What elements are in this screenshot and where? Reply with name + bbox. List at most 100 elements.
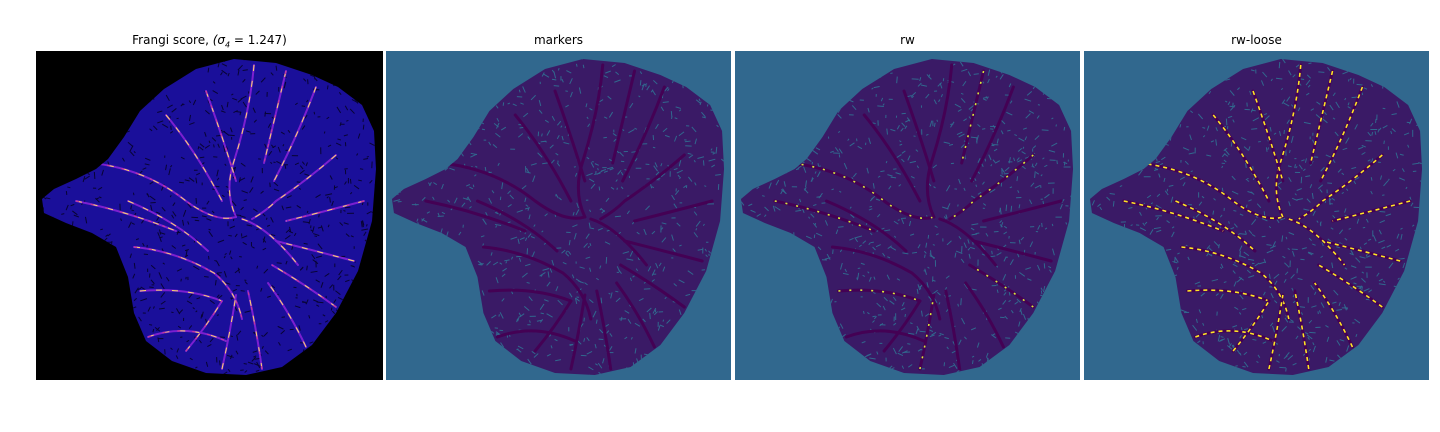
vessel: [982, 199, 1063, 223]
vessel: [1193, 329, 1275, 343]
vessel-highlight: [251, 154, 337, 220]
vessel: [495, 329, 577, 343]
vessel-highlight: [1187, 289, 1270, 302]
vessel: [862, 113, 922, 203]
vessel-highlight: [221, 294, 237, 370]
vessel: [1267, 293, 1285, 371]
vessel: [619, 263, 686, 309]
vessel: [513, 113, 573, 203]
vessel: [611, 69, 637, 165]
vessel: [633, 199, 714, 223]
vessel-highlight: [1252, 90, 1284, 182]
vessel-group: [75, 64, 365, 370]
vessel-highlight: [1275, 64, 1302, 218]
markers-svg: [386, 51, 731, 380]
vessel-highlight: [1123, 200, 1224, 232]
vessel: [964, 281, 1005, 349]
tissue-region: [1089, 59, 1423, 375]
vessel: [960, 69, 986, 165]
vessel-highlight: [91, 162, 237, 219]
vessel: [972, 239, 1053, 263]
vessel: [595, 289, 613, 371]
vessel-highlight: [1294, 290, 1310, 370]
vessel-highlight: [1232, 300, 1270, 352]
tissue-region: [391, 59, 725, 375]
rw-loose-svg: [1084, 51, 1429, 380]
vessel: [599, 153, 686, 221]
vessel-highlight: [75, 200, 177, 232]
vessel-highlight: [127, 200, 209, 252]
vessel: [285, 200, 365, 222]
vessel-group: [1122, 63, 1412, 371]
vessel-highlight: [1322, 240, 1401, 262]
vessel: [925, 63, 954, 219]
tissue-region: [42, 59, 376, 375]
vessel-highlight: [1175, 200, 1256, 252]
vessel-highlight: [1139, 162, 1284, 220]
vessel-highlight: [1288, 218, 1346, 266]
vessel-midtone: [185, 300, 223, 352]
vessel: [247, 290, 263, 370]
vessel: [773, 199, 876, 233]
vessel: [589, 217, 648, 267]
panel-title-prefix: Frangi score,: [132, 33, 213, 47]
vessel: [968, 263, 1035, 309]
vessel: [553, 89, 587, 183]
vessel: [487, 288, 573, 303]
rw-image: [735, 51, 1080, 380]
vessel: [569, 293, 587, 371]
vessel-highlight: [1298, 154, 1383, 220]
rw-loose-image: [1084, 51, 1429, 380]
vessel: [789, 161, 936, 220]
vessel: [918, 293, 936, 371]
tissue-region: [740, 59, 1074, 375]
vessel-midtone: [133, 246, 243, 320]
vessel-highlight: [241, 218, 299, 266]
vessel: [424, 199, 527, 233]
vessel: [147, 329, 227, 342]
vessel: [844, 329, 926, 343]
vessel-highlight: [263, 70, 287, 164]
vessel-highlight: [1309, 70, 1334, 164]
vessel: [944, 289, 962, 371]
vessel: [475, 199, 559, 253]
vessel: [623, 239, 704, 263]
vessel-highlight: [273, 86, 317, 182]
vessel: [938, 217, 997, 267]
vessel-highlight: [205, 90, 237, 182]
panel-title-frangi: Frangi score, (σ4 = 1.247): [36, 33, 383, 49]
panel-title-math: (σ: [212, 33, 226, 47]
vessel: [836, 288, 922, 303]
vessel-highlight: [1332, 200, 1411, 222]
panel-title-rw: rw: [900, 33, 915, 47]
panel-title-subscript: 4: [225, 40, 231, 50]
panel-title-suffix: = 1.247): [230, 33, 287, 47]
vessel-highlight: [267, 282, 307, 348]
vessel: [621, 85, 666, 183]
panel-title-rw-loose: rw-loose: [1231, 33, 1282, 47]
vessel-group: [424, 63, 714, 371]
vessel-group: [773, 63, 1063, 371]
rw-svg: [735, 51, 1080, 380]
vessel: [139, 289, 223, 302]
vessel-highlight: [165, 114, 223, 202]
vessel: [275, 240, 355, 262]
vessel-highlight: [1212, 114, 1270, 202]
vessel: [576, 63, 605, 219]
vessel-highlight: [271, 264, 337, 308]
frangi-score-svg: [36, 51, 383, 380]
vessel: [1317, 263, 1384, 309]
markers-image: [386, 51, 731, 380]
vessel: [970, 85, 1015, 183]
vessel: [824, 199, 908, 253]
vessel: [440, 161, 587, 220]
vessel: [948, 153, 1035, 221]
vessel-highlight: [185, 300, 223, 352]
vessel-highlight: [1319, 86, 1364, 182]
vessel: [533, 299, 573, 353]
frangi-score-image: [36, 51, 383, 380]
vessel: [615, 281, 656, 349]
vessel: [902, 89, 936, 183]
vessel: [882, 299, 922, 353]
vessel-highlight: [229, 64, 255, 218]
